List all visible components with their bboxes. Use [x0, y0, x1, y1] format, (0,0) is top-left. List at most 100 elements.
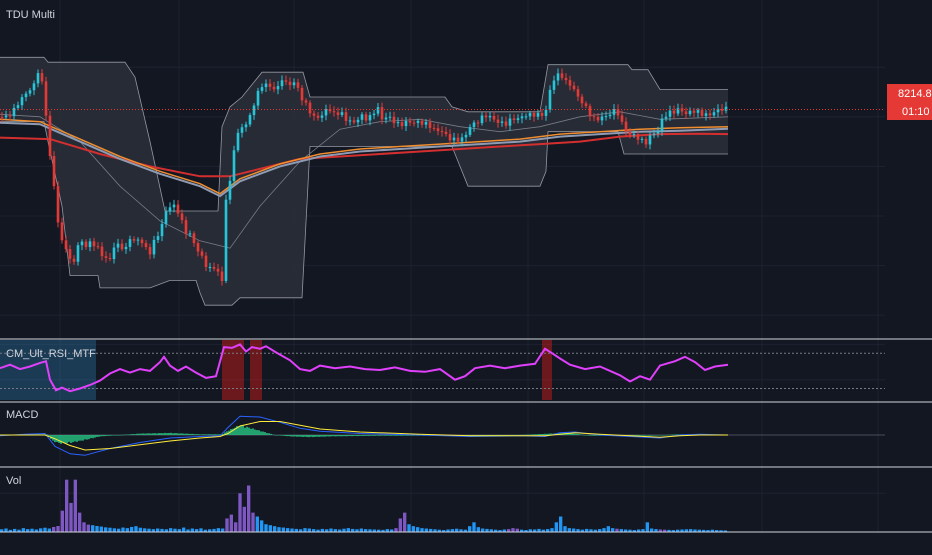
macd-hist-bar [302, 435, 304, 437]
volume-bar [372, 529, 376, 532]
candle [460, 133, 464, 147]
candle-body [64, 240, 68, 250]
macd-hist-bar [102, 435, 104, 437]
macd-hist-bar [84, 435, 86, 440]
macd-hist-bar [346, 435, 348, 437]
candle-body [372, 113, 376, 116]
volume-pane[interactable] [0, 479, 727, 532]
rsi-pane[interactable] [0, 340, 885, 400]
candle-body [268, 83, 272, 87]
macd-hist-bar [242, 425, 244, 435]
macd-hist-bar [640, 435, 642, 436]
macd-hist-bar [62, 435, 64, 443]
volume-bar [225, 518, 229, 532]
candle [204, 252, 208, 272]
volume-title: Vol [6, 475, 21, 487]
candle [152, 235, 156, 259]
candle [292, 78, 296, 89]
candle [268, 79, 272, 91]
macd-hist-bar [218, 434, 220, 435]
macd-hist-bar [254, 429, 256, 435]
macd-pane[interactable] [0, 415, 885, 456]
candle-body [380, 107, 384, 120]
macd-hist-bar [404, 435, 406, 436]
rsi-title: CM_Ult_RSI_MTF [6, 348, 96, 360]
macd-hist-bar [374, 435, 376, 436]
last-price-label-bg [887, 84, 932, 102]
candle-body [556, 73, 560, 81]
candle [136, 237, 140, 246]
candle-body [164, 211, 168, 224]
volume-bar [671, 530, 675, 532]
macd-hist-bar [74, 435, 76, 442]
macd-hist-bar [256, 430, 258, 435]
candle [356, 116, 360, 128]
volume-bar [667, 529, 671, 532]
macd-hist-bar [490, 435, 492, 436]
candle-body [672, 110, 676, 114]
volume-bar [0, 529, 4, 532]
candle [272, 82, 276, 93]
macd-hist-bar [534, 434, 536, 435]
candle [360, 112, 364, 125]
candle-body [480, 115, 484, 124]
candle [436, 123, 440, 136]
candle-body [400, 122, 404, 127]
candle-body [532, 113, 536, 117]
candle-body [84, 241, 88, 248]
candle-body [568, 80, 572, 86]
macd-hist-bar [148, 433, 150, 435]
candle-body [196, 243, 200, 252]
candle-body [12, 107, 16, 117]
candle-body [156, 236, 160, 240]
macd-hist-bar [572, 433, 574, 435]
candle [720, 104, 724, 115]
candle [716, 104, 720, 118]
macd-hist-bar [362, 435, 364, 437]
volume-bar [450, 529, 454, 532]
macd-hist-bar [544, 433, 546, 435]
macd-hist-bar [246, 426, 248, 435]
candle [284, 75, 288, 86]
candle [576, 85, 580, 102]
candle-body [444, 131, 448, 135]
volume-bar [8, 529, 12, 532]
candle [20, 94, 24, 110]
macd-hist-bar [674, 434, 676, 436]
volume-bar [515, 528, 519, 532]
volume-bar [455, 528, 459, 532]
candle [400, 117, 404, 130]
candle-body [328, 109, 332, 112]
macd-hist-bar [394, 435, 396, 436]
macd-hist-bar [198, 434, 200, 435]
macd-hist-bar [164, 432, 166, 435]
candle [564, 73, 568, 85]
macd-hist-bar [538, 434, 540, 435]
candle [552, 75, 556, 94]
macd-hist-bar [88, 435, 90, 440]
macd-hist-bar [132, 434, 134, 435]
candle [140, 237, 144, 248]
candle [492, 111, 496, 123]
candle-body [76, 245, 80, 262]
main-pane[interactable] [0, 56, 885, 306]
volume-bar [34, 529, 38, 532]
macd-hist-bar [78, 435, 80, 441]
candle-body [32, 83, 36, 91]
macd-hist-bar [152, 433, 154, 435]
macd-hist-bar [578, 434, 580, 435]
volume-bar [442, 530, 446, 532]
candle [372, 110, 376, 120]
candle-body [348, 120, 352, 122]
candle [320, 111, 324, 122]
candle-body [92, 241, 96, 247]
candle-body [360, 114, 364, 120]
macd-hist-bar [504, 435, 506, 436]
macd-title: MACD [6, 409, 38, 421]
volume-bar [268, 525, 272, 532]
volume-bar [606, 526, 610, 532]
candle-body [648, 135, 652, 145]
macd-hist-bar [134, 434, 136, 435]
candle-body [460, 137, 464, 142]
